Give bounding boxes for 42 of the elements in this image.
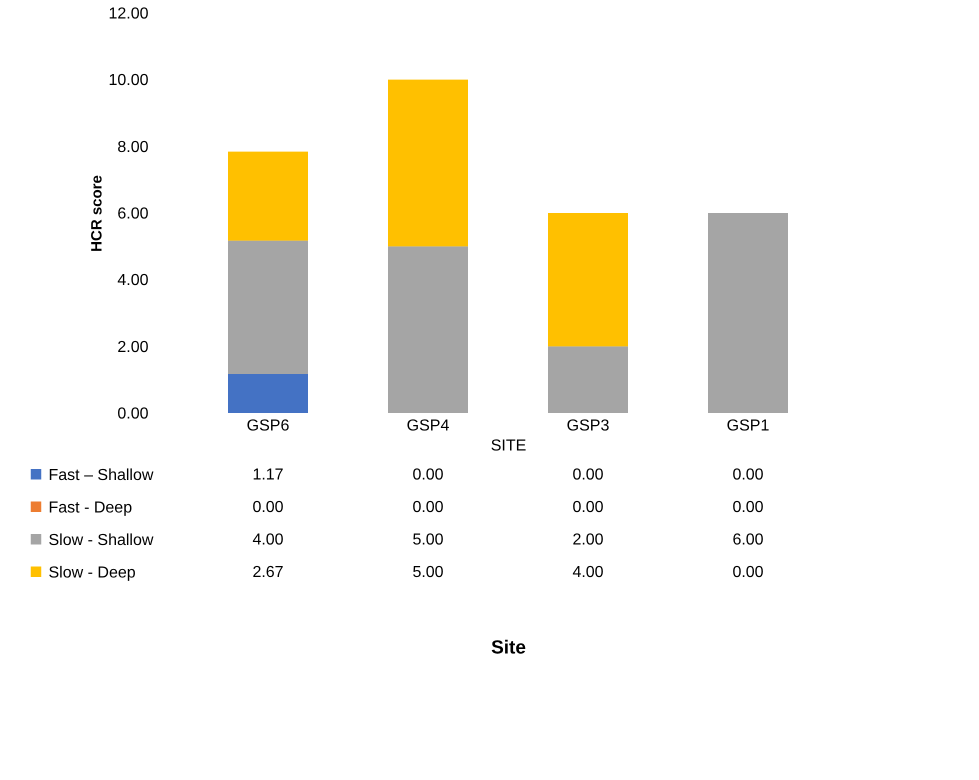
bar bbox=[388, 80, 468, 246]
data-label: 0.00 bbox=[572, 466, 604, 484]
y-tick-label: 2.00 bbox=[117, 338, 149, 356]
y-tick-label: 0.00 bbox=[117, 406, 149, 422]
y-tick-label: 6.00 bbox=[117, 206, 149, 222]
y-axis-title: HCR score bbox=[88, 175, 106, 252]
legend-label: Fast - Deep bbox=[48, 499, 132, 516]
data-label: 0.00 bbox=[732, 498, 764, 516]
bar bbox=[228, 374, 308, 413]
x-axis-title: SITE bbox=[490, 438, 526, 454]
data-label: 1.17 bbox=[252, 466, 284, 484]
legend-label: Fast – Shallow bbox=[48, 466, 154, 484]
legend-label: Slow - Deep bbox=[48, 564, 136, 582]
bar bbox=[388, 246, 468, 413]
y-tick-label: 8.00 bbox=[117, 138, 149, 156]
data-label: 2.00 bbox=[572, 531, 604, 548]
data-label: 5.00 bbox=[412, 531, 444, 548]
x-tick-label: GSP4 bbox=[406, 418, 450, 434]
y-tick-label: 12.00 bbox=[108, 6, 149, 22]
bar bbox=[228, 152, 308, 241]
data-label: 5.00 bbox=[412, 564, 444, 581]
text: Site bbox=[491, 638, 526, 658]
x-tick-label: GSP1 bbox=[726, 418, 770, 434]
x-tick-label: GSP6 bbox=[246, 418, 290, 434]
y-tick-label: 4.00 bbox=[117, 272, 149, 290]
data-label: 0.00 bbox=[412, 498, 444, 516]
bar bbox=[228, 240, 308, 374]
data-label: 0.00 bbox=[732, 466, 764, 484]
data-label: 4.00 bbox=[572, 564, 604, 581]
data-label: 0.00 bbox=[572, 498, 604, 516]
data-label: 4.00 bbox=[252, 531, 284, 548]
data-label: 0.00 bbox=[732, 564, 764, 581]
bar bbox=[548, 213, 628, 346]
x-tick-label: GSP3 bbox=[566, 418, 610, 434]
data-label: 0.00 bbox=[412, 466, 444, 484]
legend-label: Slow - Shallow bbox=[48, 532, 154, 549]
y-tick-label: 10.00 bbox=[108, 72, 149, 90]
bar bbox=[548, 346, 628, 413]
data-label: 6.00 bbox=[732, 531, 764, 548]
data-label: 2.67 bbox=[252, 564, 284, 581]
data-label: 0.00 bbox=[252, 498, 284, 516]
bar bbox=[708, 213, 788, 413]
